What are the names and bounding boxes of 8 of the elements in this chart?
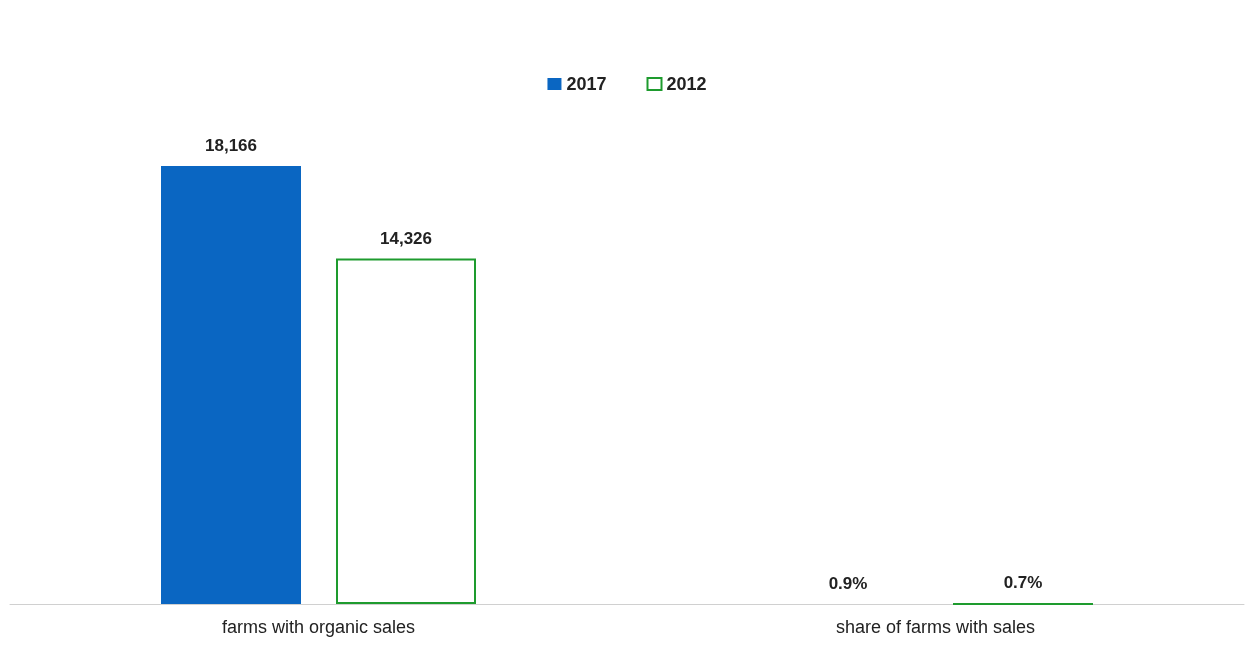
data-label: 14,326 [380,228,432,248]
data-label: 18,166 [205,136,257,155]
data-label: 0.9% [828,573,868,593]
x-tick-label: share of farms with sales [835,617,1036,637]
legend-label: 2017 [566,74,607,94]
x-tick-label: farms with organic sales [221,617,416,637]
data-label: 0.7% [1003,572,1043,592]
legend-label: 2012 [666,74,707,94]
